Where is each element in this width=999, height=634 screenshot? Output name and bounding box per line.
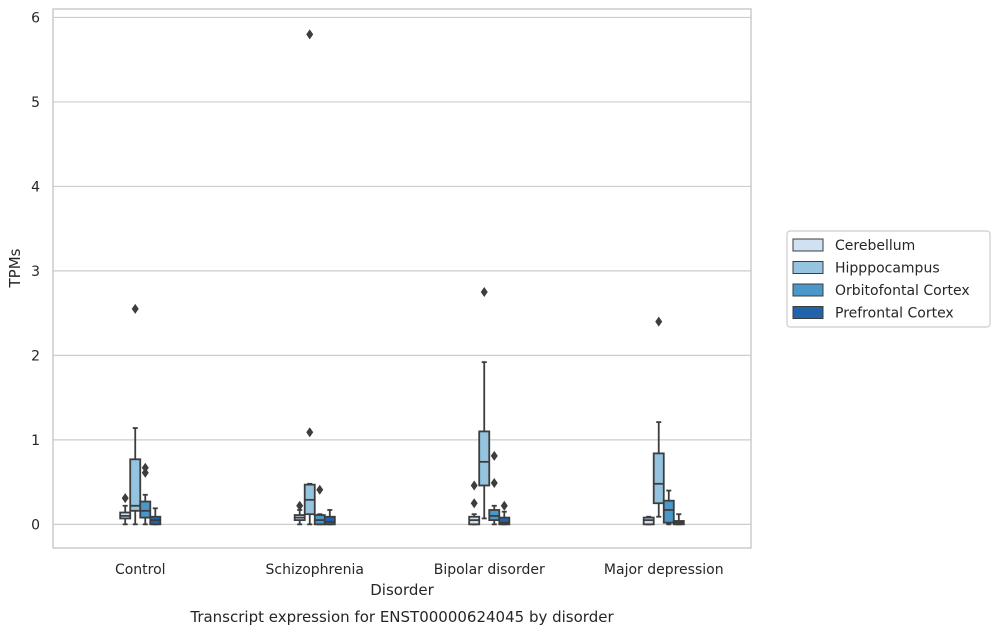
x-axis-label: Disorder <box>370 581 434 599</box>
outlier-point <box>480 287 488 298</box>
outlier-point <box>141 467 149 478</box>
y-tick-label: 5 <box>31 95 40 111</box>
box-prefrontal-cortex <box>672 513 685 526</box>
outlier-point <box>655 316 663 327</box>
y-tick-label: 1 <box>31 433 40 449</box>
box-iqr <box>662 499 675 524</box>
legend: Cerebellum Hipppocampus Orbitofontal Corte… <box>786 230 991 328</box>
legend-swatch <box>792 306 824 319</box>
box-iqr <box>478 430 491 487</box>
box-hipppocampus <box>652 316 665 518</box>
outlier-point <box>500 500 508 511</box>
outlier-point <box>141 462 149 473</box>
legend-label: Hipppocampus <box>835 261 940 277</box>
gridlines <box>53 16 751 525</box>
y-tick-label: 2 <box>31 348 40 364</box>
box-iqr <box>498 516 511 526</box>
outlier-point <box>470 480 478 491</box>
x-axis-tick-labels: Control Schizophrenia Bipolar disorder Majo… <box>115 562 724 578</box>
outlier-point <box>490 450 498 461</box>
box-cerebellum <box>468 480 481 526</box>
outlier-point <box>306 427 314 438</box>
box-orbitofontal-cortex <box>313 484 326 526</box>
box-iqr <box>652 452 665 505</box>
box-cerebellum <box>119 493 132 526</box>
box-cerebellum <box>293 500 306 526</box>
box-iqr <box>139 500 152 519</box>
legend-frame <box>786 230 991 328</box>
outlier-point <box>306 29 314 40</box>
box-plot-series <box>119 29 685 526</box>
box-prefrontal-cortex <box>498 500 511 526</box>
y-tick-label: 0 <box>31 517 40 533</box>
legend-label: Prefrontal Cortex <box>835 306 954 322</box>
box-prefrontal-cortex <box>149 507 162 526</box>
y-axis-tick-labels: 0 1 2 3 4 5 6 <box>31 10 40 533</box>
outlier-point <box>490 477 498 488</box>
legend-swatch <box>792 238 824 252</box>
box-iqr <box>323 515 336 526</box>
outlier-point <box>316 484 324 495</box>
box-hipppocampus <box>303 29 316 526</box>
x-tick-label: Major depression <box>604 562 724 578</box>
outlier-point <box>296 500 304 511</box>
box-orbitofontal-cortex <box>662 489 675 526</box>
y-tick-label: 3 <box>31 264 40 280</box>
plot-area-frame <box>52 8 752 549</box>
outlier-point <box>121 493 129 504</box>
y-axis-label: TPMs <box>6 248 24 288</box>
y-tick-label: 6 <box>31 10 40 26</box>
legend-swatch <box>792 261 824 274</box>
legend-swatch <box>792 283 824 297</box>
y-tick-label: 4 <box>31 179 40 195</box>
box-hipppocampus <box>129 303 142 526</box>
legend-label: Cerebellum <box>835 238 915 254</box>
box-prefrontal-cortex <box>323 509 336 526</box>
legend-label: Orbitofontal Cortex <box>835 283 970 299</box>
chart-caption: Transcript expression for ENST0000062404… <box>189 608 614 626</box>
box-hipppocampus <box>478 287 491 520</box>
box-orbitofontal-cortex <box>488 450 501 526</box>
outlier-point <box>131 303 139 314</box>
x-tick-label: Schizophrenia <box>266 562 364 578</box>
outlier-point <box>470 498 478 509</box>
x-tick-label: Control <box>115 562 166 578</box>
x-tick-label: Bipolar disorder <box>434 562 545 578</box>
box-orbitofontal-cortex <box>139 462 152 526</box>
box-iqr <box>129 458 142 512</box>
box-cerebellum <box>642 515 655 526</box>
